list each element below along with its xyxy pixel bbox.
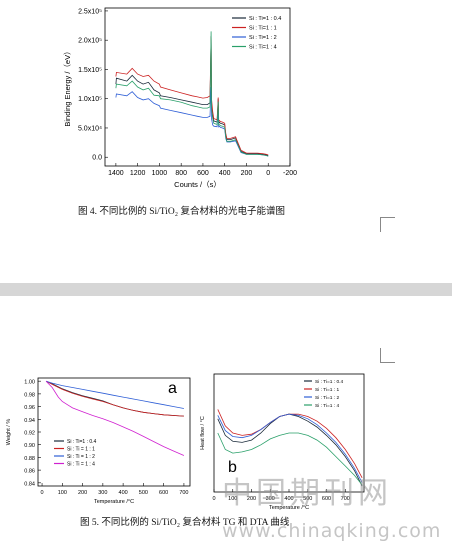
- x-tick-label: 200: [247, 496, 256, 502]
- y-tick-label: 2.0x10⁵: [78, 38, 102, 45]
- x-tick-label: 1400: [108, 170, 124, 177]
- x-tick-label: 0: [266, 170, 270, 177]
- x-tick-label: 400: [219, 170, 231, 177]
- legend-entry: Si : Ti=1 : 4: [249, 45, 277, 51]
- legend-entry: Si : Ti=1 : 2: [249, 35, 277, 41]
- x-tick-label: 700: [341, 496, 350, 502]
- x-tick-label: 400: [119, 490, 128, 496]
- y-tick-label: 0.92: [24, 431, 35, 437]
- y-tick-label: 0.86: [24, 469, 35, 475]
- series-line: [45, 380, 184, 409]
- y-tick-label: 2.5x10⁵: [78, 8, 102, 15]
- legend-entry: Si : Ti = 1 : 4: [67, 462, 95, 468]
- y-tick-label: 1.0x10⁵: [78, 96, 102, 103]
- legend-entry: Si : Ti=1 : 0.4: [249, 16, 281, 22]
- x-tick-label: 100: [228, 496, 237, 502]
- y-tick-label: 0.0: [92, 155, 102, 162]
- legend-entry: Si : Ti=1 : 2: [315, 395, 339, 401]
- x-tick-label: -200: [283, 170, 297, 177]
- x-tick-label: 0: [212, 496, 215, 502]
- y-tick-label: 0.94: [24, 418, 35, 424]
- x-tick-label: 1200: [130, 170, 146, 177]
- panel-b-label: b: [228, 459, 237, 476]
- series-line: [45, 380, 184, 417]
- legend-entry: Si : Ti=1 : 0.4: [67, 439, 97, 445]
- legend-entry: Si : Ti=1 : 0.4: [315, 379, 343, 385]
- y-tick-label: 5.0x10⁴: [78, 125, 102, 132]
- series-line: [115, 31, 269, 157]
- watermark-cn: 中国期刊网: [222, 476, 392, 511]
- x-axis-label: Counts /（s）: [174, 180, 221, 189]
- y-tick-label: 0.90: [24, 443, 35, 449]
- x-tick-label: 400: [284, 496, 293, 502]
- panel-a-label: a: [168, 380, 177, 397]
- page-corner-mark-bottom: [380, 348, 395, 363]
- y-axis-label: Weight / %: [6, 419, 12, 446]
- series-line: [45, 380, 185, 456]
- x-tick-label: 600: [159, 490, 168, 496]
- legend-entry: Si : Ti = 1 : 1: [67, 447, 95, 453]
- x-tick-label: 100: [58, 490, 67, 496]
- x-axis-label: Temperature /°C: [269, 505, 309, 511]
- plot-frame: [104, 7, 291, 167]
- series-line: [217, 432, 363, 486]
- y-tick-label: 0.88: [24, 456, 35, 462]
- x-tick-label: 200: [78, 490, 87, 496]
- y-tick-label: 0.98: [24, 392, 35, 398]
- page-corner-mark-top: [380, 217, 395, 232]
- tg-curve-chart: 0 100 200 300 400 500 600 700 0.84 0.86 0.88 0.90 0.…: [6, 377, 191, 505]
- series-line: [115, 86, 269, 157]
- watermark-url: www.chinaqking.com: [222, 520, 442, 542]
- x-tick-label: 500: [303, 496, 312, 502]
- y-tick-label: 0.84: [24, 481, 35, 487]
- legend-entry: Si : Ti=1 : 4: [315, 403, 339, 409]
- x-tick-label: 0: [41, 490, 44, 496]
- y-tick-label: 1.5x10⁵: [78, 67, 102, 74]
- x-axis-label: Temperature /°C: [94, 499, 134, 505]
- y-tick-label: 0.96: [24, 405, 35, 411]
- y-axis-label: Heat flow / °C: [200, 416, 206, 450]
- figure-4-caption: 图 4. 不同比例的 Si/TiO₂ 复合材料的光电子能谱图: [78, 207, 285, 217]
- x-tick-label: 800: [175, 170, 187, 177]
- page-separator: [0, 283, 452, 296]
- y-axis-label: Binding Energy /（eV）: [63, 47, 72, 126]
- y-tick-label: 1.00: [24, 380, 35, 386]
- x-tick-label: 700: [179, 490, 188, 496]
- xps-spectrum-chart: 1400 1200 1000 800 600 400 200 0 -200 0.0 5.0x10⁴ 1…: [63, 7, 297, 189]
- figure-5-caption: 图 5. 不同比例的 Si/TiO₂ 复合材料 TG 和 DTA 曲线: [80, 518, 290, 528]
- dta-curve-chart: 0 100 200 300 400 500 600 700 Temperature /°C Hea…: [200, 373, 365, 511]
- x-tick-label: 300: [266, 496, 275, 502]
- x-tick-label: 300: [98, 490, 107, 496]
- x-tick-label: 200: [241, 170, 253, 177]
- x-tick-label: 500: [139, 490, 148, 496]
- series-line: [115, 37, 269, 156]
- legend-entry: Si : Ti=1 : 1: [315, 387, 339, 393]
- x-tick-label: 600: [197, 170, 209, 177]
- legend-entry: Si : Ti=1 : 1: [249, 26, 277, 32]
- x-tick-label: 600: [322, 496, 331, 502]
- series-line: [217, 413, 363, 483]
- legend-entry: Si : Ti = 1 : 2: [67, 454, 95, 460]
- x-tick-label: 1000: [152, 170, 168, 177]
